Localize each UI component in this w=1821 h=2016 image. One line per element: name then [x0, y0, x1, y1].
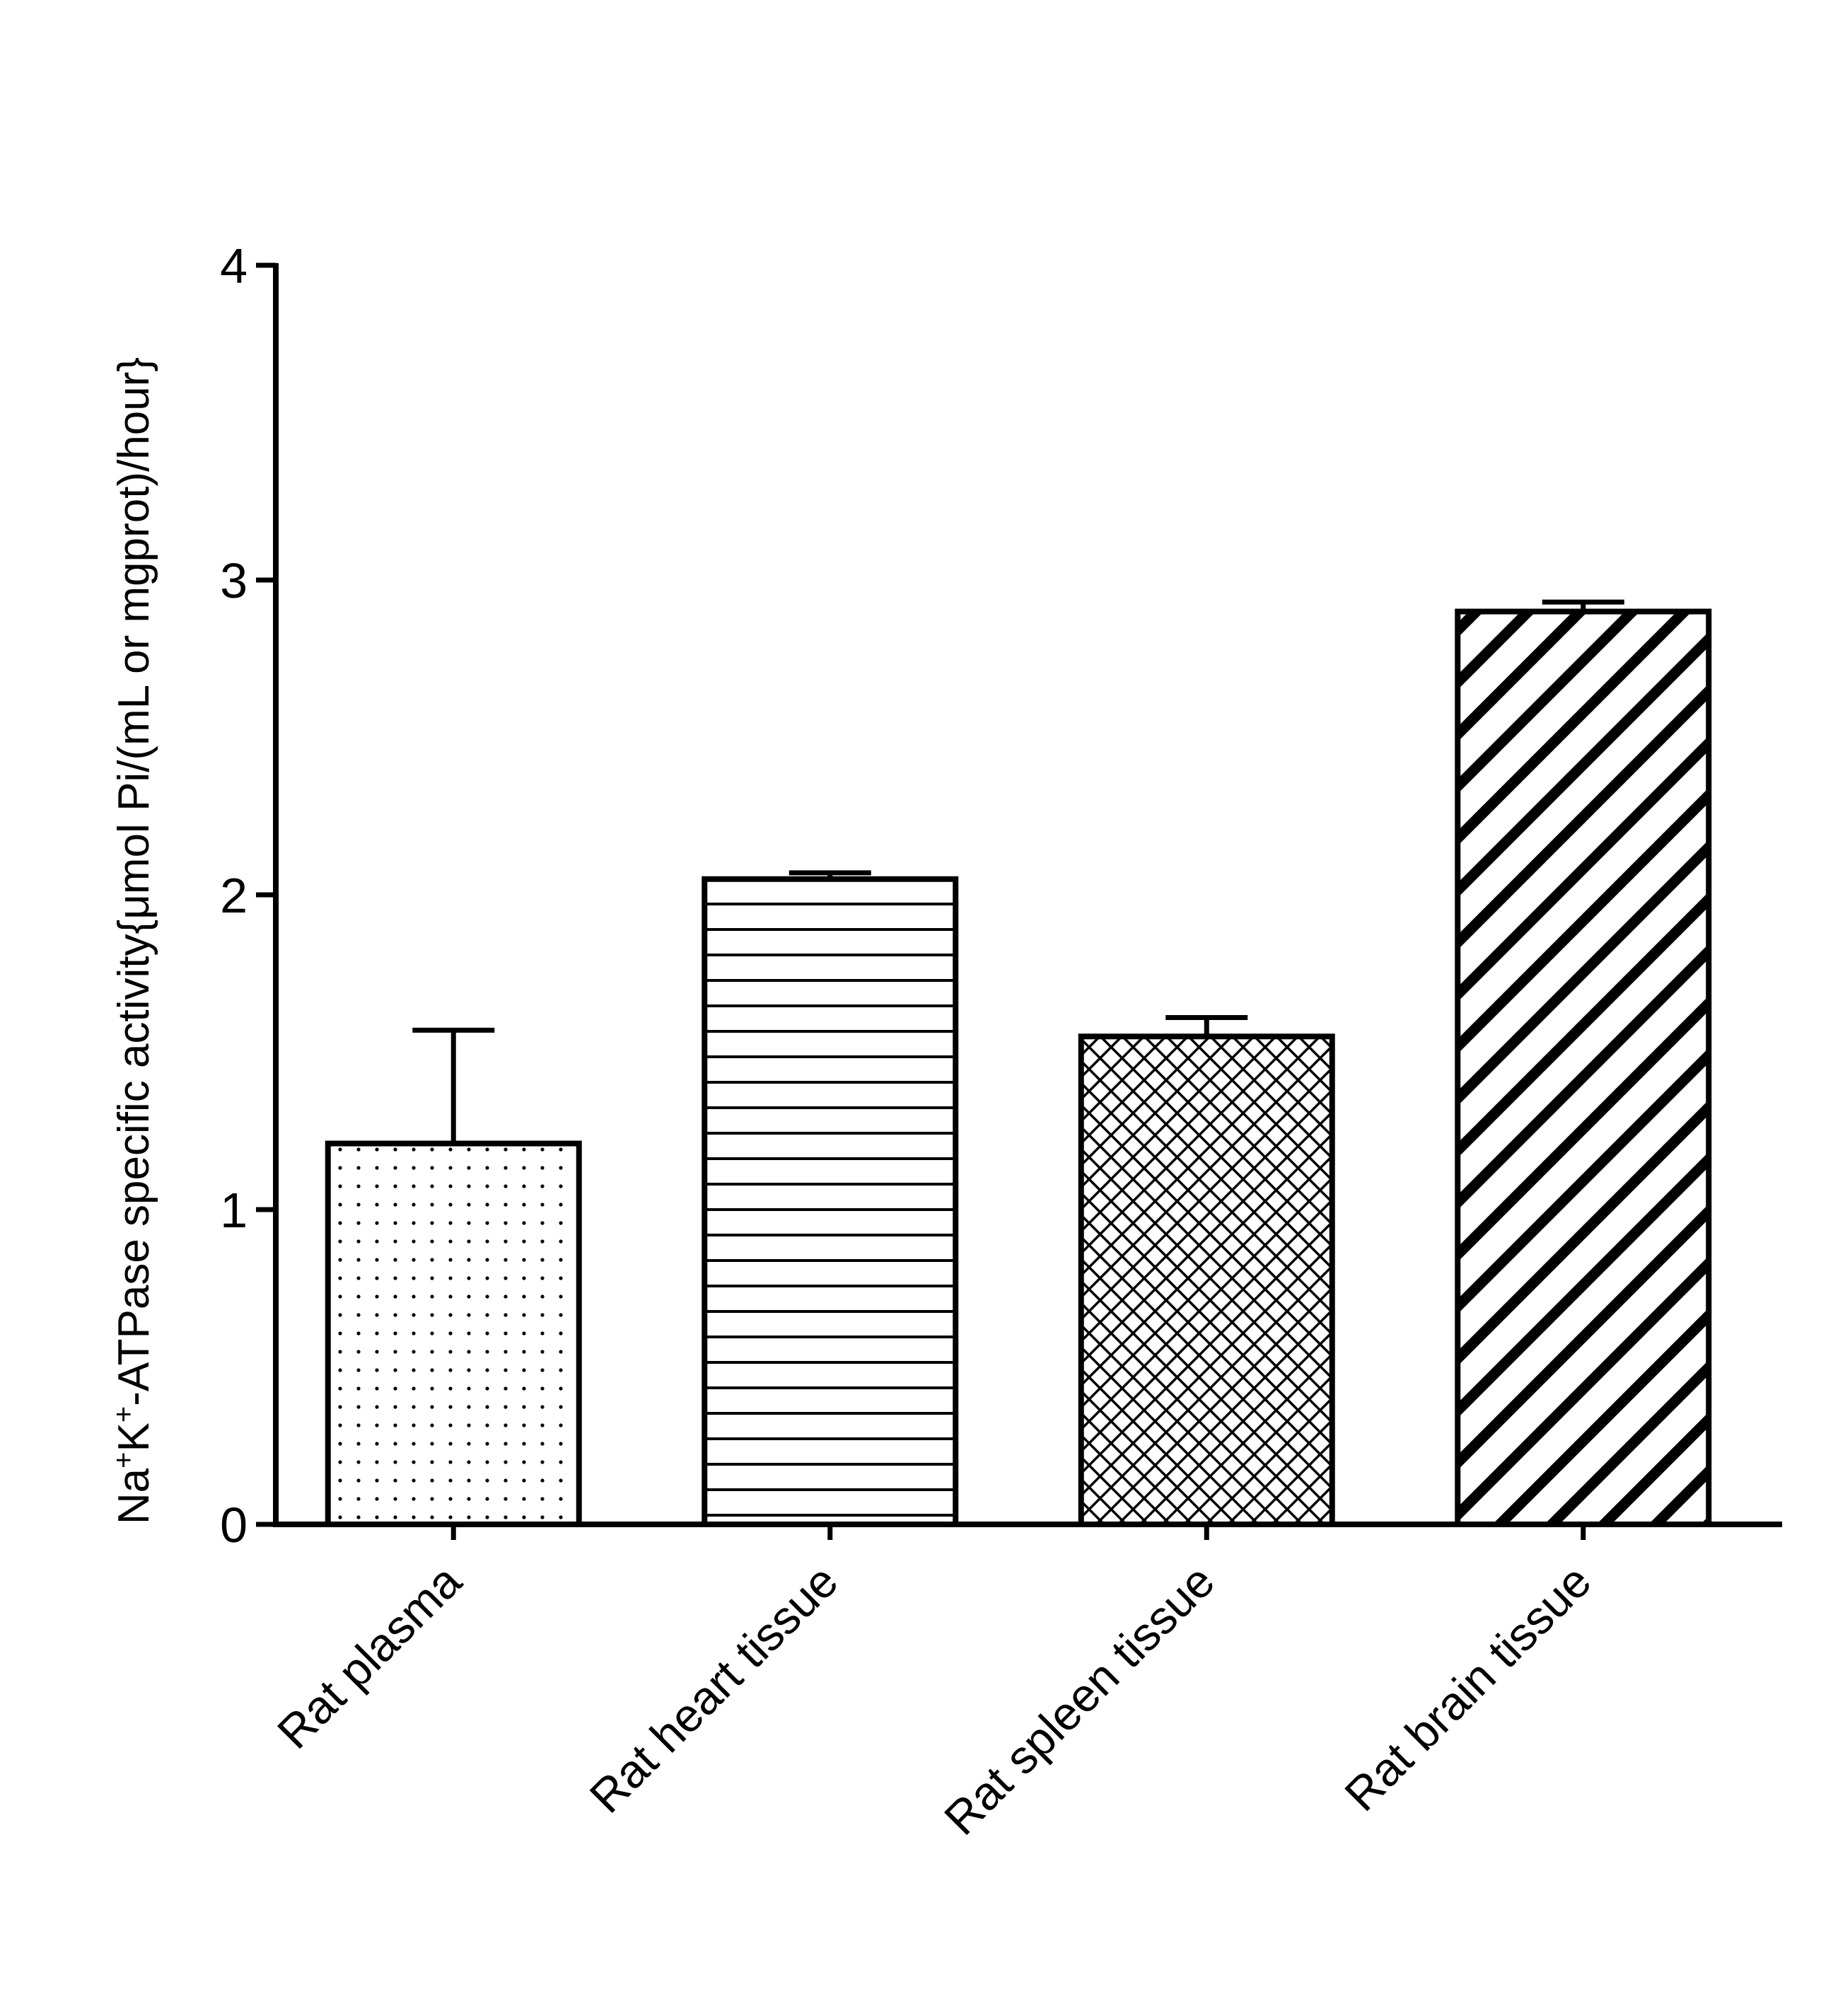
y-axis: 0 1 2 3 4 — [220, 238, 279, 1553]
bar-rat-plasma — [325, 1140, 582, 1528]
x-tick-label: Rat spleen tissue — [934, 1555, 1224, 1845]
y-tick-label: 1 — [220, 1183, 248, 1238]
y-axis-label: Na+K+-ATPase specific activity{μmol Pi/(… — [108, 357, 158, 1524]
bar-rat-brain-tissue — [1455, 608, 1712, 1527]
x-tick-label: Rat brain tissue — [1334, 1555, 1601, 1821]
y-tick-label: 3 — [220, 553, 248, 608]
y-tick-label: 0 — [220, 1497, 248, 1553]
error-bars — [412, 599, 1624, 1144]
bars — [325, 608, 1712, 1528]
x-tick-label: Rat heart tissue — [579, 1555, 847, 1823]
x-tick-label: Rat plasma — [267, 1554, 472, 1759]
y-tick-label: 2 — [220, 868, 248, 923]
bar-rat-spleen-tissue — [1078, 1033, 1335, 1527]
y-axis-title: Na+K+-ATPase specific activity{μmol Pi/(… — [108, 357, 158, 1524]
y-tick-label: 4 — [220, 238, 248, 294]
x-axis: Rat plasma Rat heart tissue Rat spleen tis… — [267, 1522, 1782, 1845]
bar-rat-heart-tissue — [702, 876, 959, 1527]
